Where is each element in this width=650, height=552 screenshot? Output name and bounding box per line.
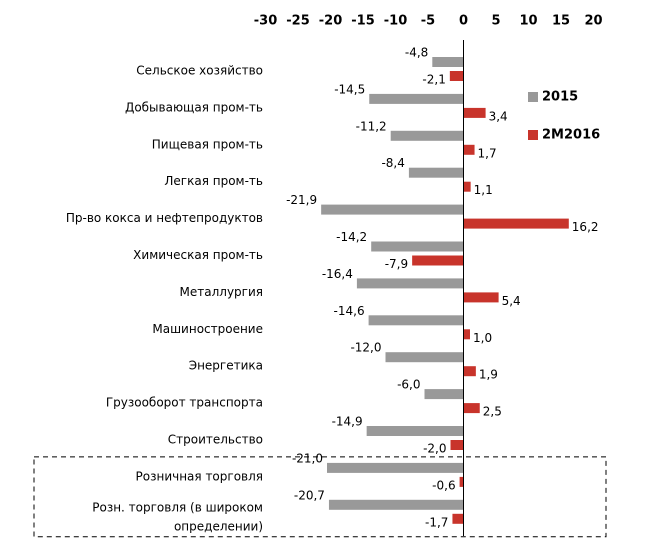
x-tick-label: -25 xyxy=(286,14,310,29)
data-label: -14,5 xyxy=(334,82,365,96)
bar-2015 xyxy=(432,57,464,67)
bar-2015 xyxy=(369,93,464,104)
x-tick-label: 5 xyxy=(491,14,500,29)
x-tick-label: 10 xyxy=(519,14,537,29)
bar-2m2016 xyxy=(463,403,480,414)
category-label: Розн. торговля (в широком xyxy=(92,500,263,514)
data-label: -12,0 xyxy=(350,341,381,355)
x-tick-label: -15 xyxy=(351,14,375,29)
data-label: 2,5 xyxy=(483,405,502,419)
bar-2m2016 xyxy=(463,107,486,118)
bar-2015 xyxy=(356,278,464,289)
data-label: 1,7 xyxy=(478,146,497,160)
data-label: -2,0 xyxy=(423,442,446,456)
bar-2m2016 xyxy=(459,476,464,487)
category-label: Сельское хозяйство xyxy=(136,64,263,78)
bar-2m2016 xyxy=(463,218,569,229)
bar-2m2016 xyxy=(449,71,464,81)
data-label: -14,9 xyxy=(332,415,363,429)
data-label: 3,4 xyxy=(489,109,508,123)
data-label: -16,4 xyxy=(322,267,353,281)
x-tick-label: -10 xyxy=(384,14,408,29)
data-label: 1,0 xyxy=(473,331,492,345)
data-label: 1,9 xyxy=(479,368,498,382)
category-label: Грузооборот транспорта xyxy=(106,396,263,410)
category-label: Машиностроение xyxy=(152,322,263,336)
data-label: -4,8 xyxy=(405,46,428,60)
data-label: -14,6 xyxy=(334,304,365,318)
bar-2m2016 xyxy=(463,181,471,192)
x-tick-label: -30 xyxy=(254,14,278,29)
x-tick-label: 20 xyxy=(584,14,602,29)
data-label: -21,0 xyxy=(292,451,323,465)
data-label: -20,7 xyxy=(294,488,325,502)
bar-2015 xyxy=(390,130,464,141)
bar-2m2016 xyxy=(412,255,464,266)
x-tick-label: -5 xyxy=(421,14,435,29)
legend-swatch xyxy=(528,92,538,102)
category-label: Пр-во кокса и нефтепродуктов xyxy=(66,211,263,225)
category-label: Пищевая пром-ть xyxy=(152,137,263,151)
data-label: -14,2 xyxy=(336,230,367,244)
data-label: -2,1 xyxy=(422,73,445,87)
bar-2m2016 xyxy=(463,329,470,340)
bar-2015 xyxy=(368,315,464,326)
data-label: 16,2 xyxy=(572,220,599,234)
legend-label: 2015 xyxy=(542,90,578,105)
bar-2m2016 xyxy=(463,366,476,377)
bar-2015 xyxy=(424,389,464,400)
data-label: -6,0 xyxy=(397,378,420,392)
data-label: -8,4 xyxy=(381,156,404,170)
category-label: Металлургия xyxy=(180,285,263,299)
category-label: Легкая пром-ть xyxy=(164,174,263,188)
legend-label: 2М2016 xyxy=(542,128,600,143)
bar-2m2016 xyxy=(463,292,499,303)
category-label: Энергетика xyxy=(189,359,263,373)
data-label: 5,4 xyxy=(502,294,521,308)
bar-2015 xyxy=(408,167,464,178)
category-label: определении) xyxy=(174,519,263,533)
bar-2m2016 xyxy=(452,513,464,524)
category-label: Строительство xyxy=(168,433,263,447)
x-tick-label: 15 xyxy=(552,14,570,29)
category-label: Розничная торговля xyxy=(136,469,263,483)
bar-2015 xyxy=(321,204,464,215)
bar-2015 xyxy=(366,426,464,436)
data-label: -21,9 xyxy=(286,193,317,207)
bar-2015 xyxy=(371,241,464,252)
x-tick-label: 0 xyxy=(459,14,468,29)
data-label: -7,9 xyxy=(385,257,408,271)
category-label: Добывающая пром-ть xyxy=(125,100,263,114)
bar-2015 xyxy=(385,352,464,363)
data-label: -11,2 xyxy=(356,119,387,133)
category-label: Химическая пром-ть xyxy=(133,248,263,262)
bar-2m2016 xyxy=(463,144,475,155)
data-label: 1,1 xyxy=(474,183,493,197)
legend-swatch xyxy=(528,130,538,140)
data-label: -1,7 xyxy=(425,515,448,529)
bar-2m2016 xyxy=(450,440,464,450)
highlight-box xyxy=(33,456,607,538)
bar-2015 xyxy=(328,499,464,510)
data-label: -0,6 xyxy=(432,478,455,492)
x-tick-label: -20 xyxy=(319,14,343,29)
bar-2015 xyxy=(327,462,464,473)
